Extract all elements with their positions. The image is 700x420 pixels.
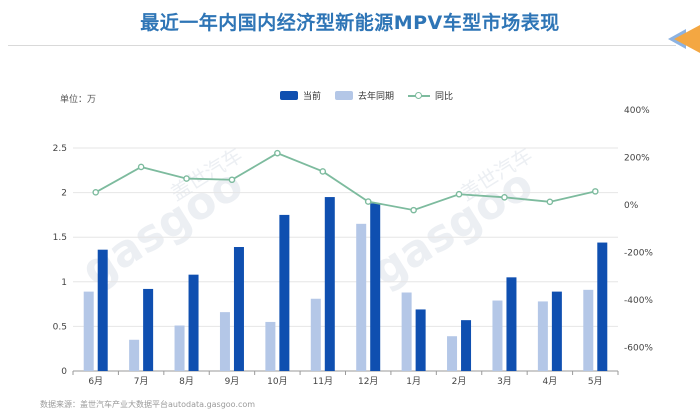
y-right-tick-label: -600% bbox=[624, 343, 653, 353]
legend-swatch-current bbox=[280, 91, 298, 100]
y-left-tick-label: 1.5 bbox=[53, 233, 67, 243]
yoy-point bbox=[455, 190, 463, 198]
y-right-tick-label: 400% bbox=[624, 106, 650, 116]
yoy-point bbox=[274, 149, 281, 157]
bar-last-year bbox=[265, 321, 276, 371]
x-tick-label: 5月 bbox=[588, 376, 603, 387]
y-right-tick-label: 0% bbox=[624, 201, 639, 211]
yoy-point bbox=[591, 188, 599, 195]
y-left-tick-label: 0.5 bbox=[53, 322, 67, 332]
bar-last-year bbox=[219, 312, 230, 371]
bar-last-year bbox=[174, 325, 185, 371]
yoy-point bbox=[364, 198, 372, 205]
x-tick-label: 12月 bbox=[358, 376, 378, 387]
yoy-point bbox=[137, 163, 145, 171]
legend-label-last-year: 去年同期 bbox=[358, 92, 395, 102]
yoy-point bbox=[319, 168, 327, 175]
x-tick-label: 6月 bbox=[88, 376, 103, 387]
x-tick-label: 8月 bbox=[179, 376, 194, 387]
bar-last-year bbox=[537, 301, 548, 371]
bar-current bbox=[233, 247, 244, 371]
watermark-logo: gasgoo bbox=[363, 159, 542, 297]
yoy-point bbox=[410, 206, 417, 214]
bar-current bbox=[551, 291, 562, 371]
bar-last-year bbox=[310, 298, 321, 371]
legend-label-yoy: 同比 bbox=[435, 92, 454, 102]
bar-current bbox=[188, 274, 199, 371]
x-tick-label: 11月 bbox=[313, 376, 333, 387]
legend-swatch-yoy bbox=[408, 91, 431, 100]
y-axis-unit-label: 单位：万 bbox=[60, 95, 97, 105]
y-right-tick-label: -400% bbox=[624, 296, 653, 306]
bar-last-year bbox=[583, 289, 594, 371]
bar-last-year bbox=[129, 339, 140, 371]
bar-current bbox=[279, 214, 290, 371]
legend-swatch-last-year bbox=[335, 91, 354, 100]
data-source-note: 数据来源：盖世汽车产业大数据平台autodata.gasgoo.com bbox=[40, 400, 256, 409]
legend-label-current: 当前 bbox=[303, 92, 322, 102]
bar-current bbox=[506, 277, 517, 371]
chart-legend: 当前 去年同期 同比 bbox=[280, 89, 453, 102]
corner-arrow-icon bbox=[674, 25, 700, 53]
bar-last-year bbox=[447, 336, 458, 371]
legend-item-last-year[interactable]: 去年同期 bbox=[335, 89, 394, 102]
bar-last-year bbox=[401, 292, 412, 371]
bar-last-year bbox=[492, 300, 503, 371]
bar-current bbox=[415, 309, 426, 371]
legend-item-current[interactable]: 当前 bbox=[280, 89, 321, 102]
bar-last-year bbox=[83, 291, 94, 371]
y-left-tick-label: 1 bbox=[61, 278, 67, 288]
x-tick-label: 4月 bbox=[543, 376, 558, 387]
yoy-point bbox=[228, 176, 236, 184]
bar-current bbox=[97, 249, 108, 371]
bar-current bbox=[597, 242, 608, 371]
yoy-point bbox=[546, 198, 554, 206]
yoy-point bbox=[183, 175, 190, 182]
y-left-tick-label: 0 bbox=[61, 367, 67, 377]
y-right-tick-label: -200% bbox=[624, 248, 653, 258]
x-tick-label: 1月 bbox=[406, 376, 421, 387]
bar-current bbox=[370, 203, 381, 371]
bar-last-year bbox=[356, 223, 367, 371]
legend-item-yoy[interactable]: 同比 bbox=[408, 89, 453, 102]
x-tick-label: 2月 bbox=[452, 376, 467, 387]
bar-current bbox=[324, 197, 335, 371]
bar-current bbox=[143, 288, 154, 371]
x-tick-label: 9月 bbox=[225, 376, 240, 387]
title-divider bbox=[8, 45, 676, 46]
yoy-point bbox=[501, 194, 508, 201]
y-left-tick-label: 2 bbox=[61, 189, 67, 199]
page-title: 最近一年内国内经济型新能源MPV车型市场表现 bbox=[140, 12, 560, 34]
bar-current bbox=[461, 320, 472, 371]
yoy-line bbox=[95, 152, 596, 212]
y-left-tick-label: 2.5 bbox=[53, 144, 67, 154]
y-right-tick-label: 200% bbox=[624, 153, 650, 163]
x-tick-label: 7月 bbox=[134, 376, 149, 387]
x-tick-label: 3月 bbox=[497, 376, 512, 387]
yoy-point bbox=[92, 189, 100, 196]
x-tick-label: 10月 bbox=[267, 376, 287, 387]
